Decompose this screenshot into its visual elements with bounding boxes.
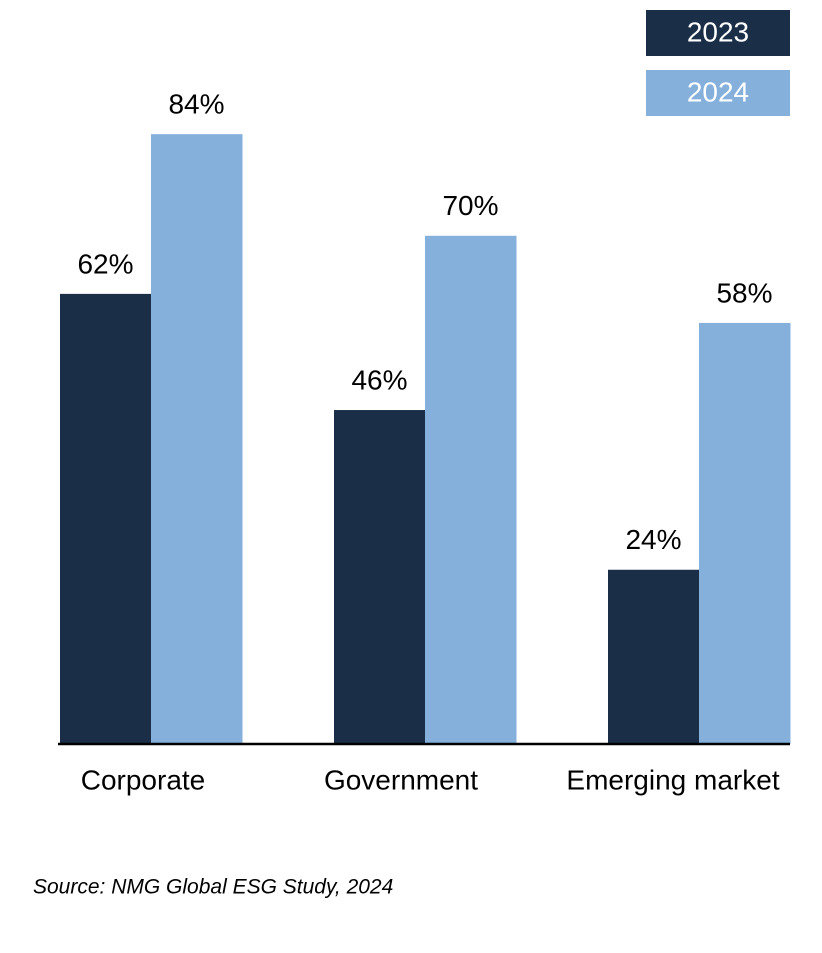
bar bbox=[151, 134, 243, 744]
value-label: 70% bbox=[442, 190, 498, 221]
bar bbox=[60, 293, 152, 744]
value-label: 62% bbox=[77, 248, 133, 279]
source-note: Source: NMG Global ESG Study, 2024 bbox=[33, 876, 393, 899]
category-label: Corporate bbox=[81, 764, 206, 795]
legend-label: 2023 bbox=[687, 16, 749, 47]
value-label: 46% bbox=[351, 364, 407, 395]
bar bbox=[334, 410, 426, 744]
value-label: 24% bbox=[625, 524, 681, 555]
category-label: Emerging market bbox=[566, 764, 779, 795]
bar bbox=[425, 235, 517, 745]
bar bbox=[699, 322, 791, 744]
legend-label: 2024 bbox=[687, 76, 749, 107]
legend-swatch bbox=[646, 70, 790, 116]
category-label: Government bbox=[324, 764, 478, 795]
value-label: 58% bbox=[716, 277, 772, 308]
value-label: 84% bbox=[168, 89, 224, 120]
legend-swatch bbox=[646, 10, 790, 56]
bar bbox=[608, 569, 700, 744]
